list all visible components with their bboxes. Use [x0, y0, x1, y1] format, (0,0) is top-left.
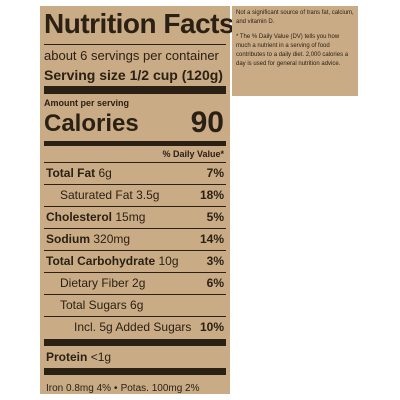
nutrient-name: Dietary Fiber [60, 276, 129, 290]
nutrient-amount: 3.5g [136, 188, 160, 202]
separator: • [114, 383, 118, 394]
rule [44, 250, 226, 251]
daily-value: 10% [199, 320, 224, 334]
footnote-panel: Not a significant source of trans fat, c… [232, 6, 358, 96]
thick-rule [44, 368, 226, 375]
rule [44, 316, 226, 317]
serving-size-label: Serving size [44, 67, 126, 83]
calories-value: 90 [190, 106, 224, 139]
nutrient-name: Cholesterol [46, 210, 113, 224]
daily-value: 6% [206, 276, 224, 290]
nutrient-amount: 10g [158, 254, 179, 268]
daily-value: 7% [206, 166, 224, 180]
nutrient-row: Total Carbohydrate 10g 3% [44, 250, 226, 272]
nutrient-amount: 6g [98, 166, 112, 180]
nutrient-name: Saturated Fat [60, 188, 133, 202]
nutrient-amount: 15mg [115, 210, 146, 224]
servings: about 6 servings per container [44, 48, 219, 63]
daily-value: 18% [199, 188, 224, 202]
mineral: Iron 0.8mg 4% [46, 383, 112, 394]
rule [44, 228, 226, 229]
amount-per-serving: Amount per serving [44, 98, 130, 108]
note: Not a significant source of trans fat, c… [236, 10, 354, 25]
nutrient-amount: <1g [90, 350, 112, 364]
minerals: Iron 0.8mg 4% • Potas. 100mg 2% [44, 378, 226, 400]
daily-value: 3% [206, 254, 224, 268]
nutrient-row: Total Fat 6g 7% [44, 162, 226, 184]
daily-value: 14% [199, 232, 224, 246]
thick-rule [44, 339, 226, 346]
nutrient-row: Saturated Fat 3.5g 18% [44, 184, 226, 206]
nutrient-name: Total Carbohydrate [46, 254, 156, 268]
title: Nutrition Facts [44, 8, 235, 39]
daily-value: 5% [206, 210, 224, 224]
rule [44, 272, 226, 273]
rule [44, 294, 226, 295]
nutrient-name: Total Fat [46, 166, 96, 180]
nutrient-row: Dietary Fiber 2g 6% [44, 272, 226, 294]
mineral: Potas. 100mg 2% [120, 383, 200, 394]
nutrient-row: Total Sugars 6g [44, 294, 226, 316]
nutrient-name: Sodium [46, 232, 90, 246]
rule [44, 184, 226, 185]
nutrient-row: Protein <1g [44, 346, 226, 368]
rule [44, 162, 226, 163]
nutrient-amount: 320mg [93, 232, 131, 246]
nutrient-row: Incl. 5g Added Sugars 10% [44, 316, 226, 338]
nutrient-amount: 2g [132, 276, 146, 290]
dv-header: % Daily Value* [162, 149, 224, 159]
nutrient-row: Sodium 320mg 14% [44, 228, 226, 250]
nutrition-label: Nutrition Facts about 6 servings per con… [40, 6, 235, 394]
serving-size-value: 1/2 cup (120g) [129, 67, 223, 83]
nutrient-name: Incl. 5g Added Sugars [74, 320, 192, 334]
nutrient-name: Protein [46, 350, 88, 364]
nutrient-name: Total Sugars [60, 298, 127, 312]
note: * The % Daily Value (DV) tells you how m… [236, 34, 349, 67]
nutrient-row: Cholesterol 15mg 5% [44, 206, 226, 228]
serving-size: Serving size 1/2 cup (120g) [44, 67, 226, 83]
rule [44, 206, 226, 207]
nutrient-amount: 6g [130, 298, 144, 312]
calories-label: Calories [44, 110, 139, 137]
